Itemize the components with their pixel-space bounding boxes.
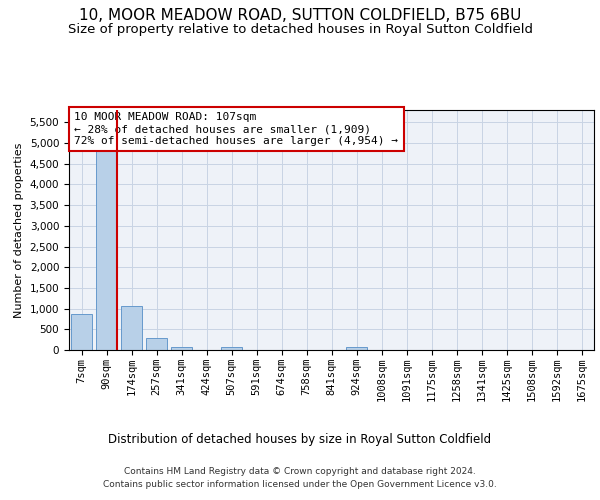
Bar	[346, 347, 367, 350]
Bar	[146, 338, 167, 350]
Text: 10, MOOR MEADOW ROAD, SUTTON COLDFIELD, B75 6BU: 10, MOOR MEADOW ROAD, SUTTON COLDFIELD, …	[79, 8, 521, 22]
Bar	[121, 306, 142, 350]
Text: 10 MOOR MEADOW ROAD: 107sqm
← 28% of detached houses are smaller (1,909)
72% of : 10 MOOR MEADOW ROAD: 107sqm ← 28% of det…	[74, 112, 398, 146]
Text: Contains HM Land Registry data © Crown copyright and database right 2024.: Contains HM Land Registry data © Crown c…	[124, 468, 476, 476]
Text: Contains public sector information licensed under the Open Government Licence v3: Contains public sector information licen…	[103, 480, 497, 489]
Bar	[71, 314, 92, 350]
Bar	[171, 346, 192, 350]
Bar	[221, 346, 242, 350]
Text: Distribution of detached houses by size in Royal Sutton Coldfield: Distribution of detached houses by size …	[109, 432, 491, 446]
Bar	[96, 122, 117, 350]
Text: Size of property relative to detached houses in Royal Sutton Coldfield: Size of property relative to detached ho…	[67, 22, 533, 36]
Y-axis label: Number of detached properties: Number of detached properties	[14, 142, 24, 318]
